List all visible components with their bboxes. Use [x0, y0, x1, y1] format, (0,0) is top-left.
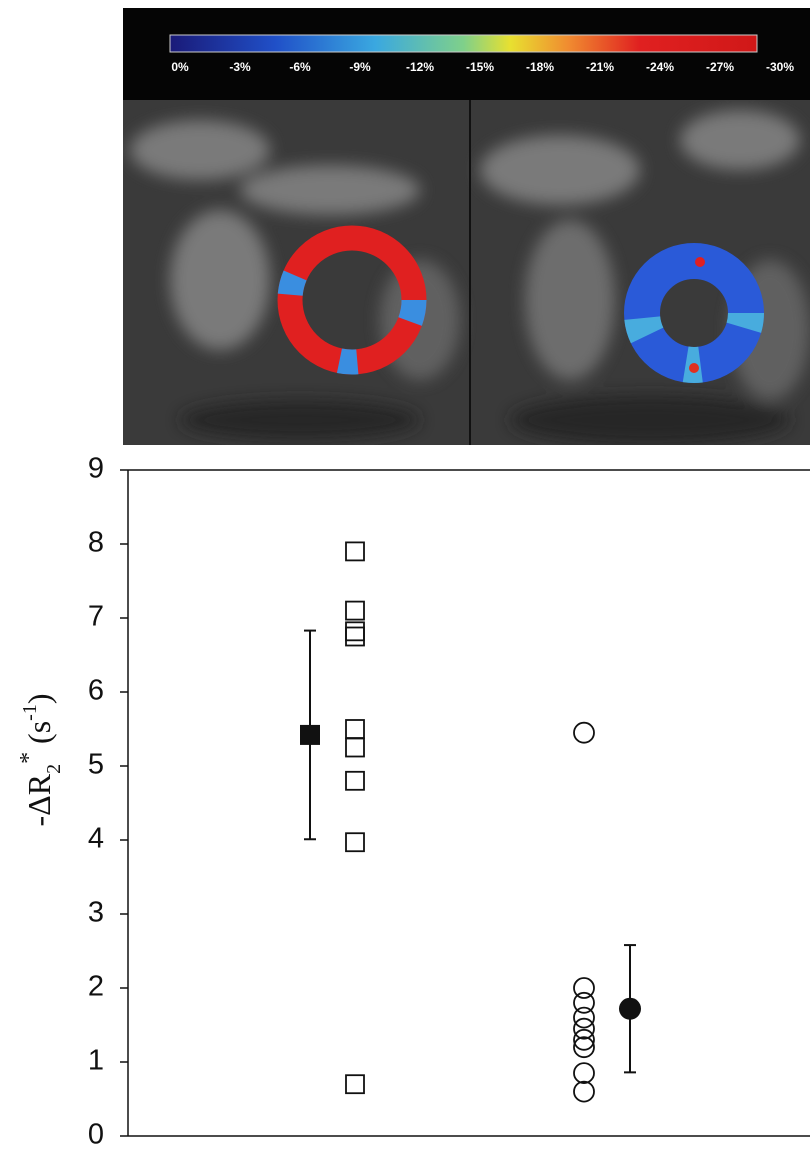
data-point	[346, 772, 364, 790]
colorbar-label: -12%	[406, 60, 434, 74]
mri-images	[123, 100, 810, 445]
data-point	[346, 739, 364, 757]
data-point	[574, 1008, 594, 1028]
y-tick-label: 9	[88, 453, 104, 485]
colorbar-label: -9%	[349, 60, 371, 74]
y-label-part: -1	[19, 704, 41, 721]
data-point	[574, 1063, 594, 1083]
y-label-part: *	[16, 752, 42, 764]
data-point	[574, 1019, 594, 1039]
colorbar-label: -27%	[706, 60, 734, 74]
y-label-part: (s	[21, 721, 57, 752]
y-label-part: -ΔR	[21, 773, 57, 826]
colorbar-label: -30%	[766, 60, 794, 74]
data-point	[574, 1082, 594, 1102]
data-point	[574, 723, 594, 743]
data-point	[346, 602, 364, 620]
figure: 0%-3%-6%-9%-12%-15%-18%-21%-24%-27%-30% …	[0, 0, 810, 1151]
data-point	[346, 720, 364, 738]
colorbar-label: -18%	[526, 60, 554, 74]
y-tick-label: 8	[88, 527, 104, 559]
y-tick-label: 2	[88, 971, 104, 1003]
y-axis-label: -ΔR2* (s-1)	[16, 693, 65, 826]
data-point	[346, 622, 364, 640]
colorbar-label: -24%	[646, 60, 674, 74]
mean-marker	[619, 998, 641, 1020]
y-tick-label: 0	[88, 1119, 104, 1151]
colorbar-label: -3%	[229, 60, 251, 74]
colorbar-label: 0%	[171, 60, 189, 74]
y-tick-label: 7	[88, 601, 104, 633]
data-point	[346, 1075, 364, 1093]
mean-marker	[300, 725, 320, 745]
y-tick-label: 3	[88, 897, 104, 929]
data-point	[346, 542, 364, 560]
y-tick-label: 6	[88, 675, 104, 707]
colorbar-label: -15%	[466, 60, 494, 74]
data-point	[346, 833, 364, 851]
data-point	[346, 628, 364, 646]
page: {"colorbar_labels": ["0%", "-3%", "-6%",…	[0, 0, 810, 1151]
y-label-part: 2	[43, 764, 65, 774]
y-label-part: )	[21, 693, 57, 704]
y-tick-label: 1	[88, 1045, 104, 1077]
y-tick-label: 5	[88, 749, 104, 781]
colorbar	[170, 35, 757, 52]
y-tick-label: 4	[88, 823, 104, 855]
colorbar-label: -21%	[586, 60, 614, 74]
colorbar-label: -6%	[289, 60, 311, 74]
colorbar-background	[123, 8, 810, 100]
